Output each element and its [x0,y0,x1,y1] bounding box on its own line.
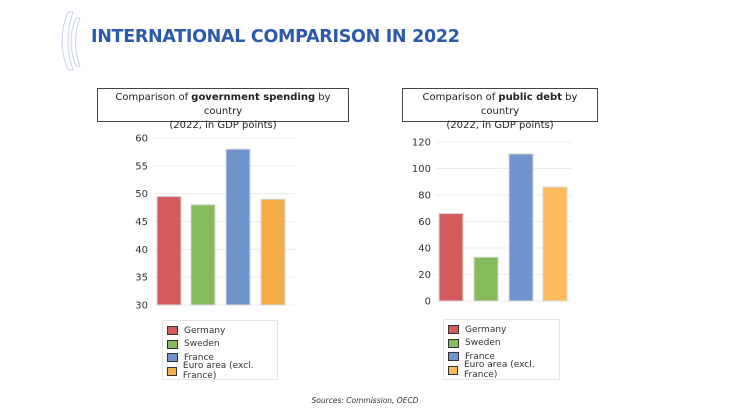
bar-euro-area-excl-france [542,186,568,302]
legend-debt: Germany Sweden France Euro area (excl. F… [443,319,560,380]
legend-item-germany: Germany [448,323,559,337]
y-tick-label: 45 [135,217,148,228]
page-title: INTERNATIONAL COMPARISON IN 2022 [91,27,460,47]
y-tick-label: 0 [425,297,431,308]
title-suffix: by country [203,92,331,117]
legend-item-sweden: Sweden [167,338,277,352]
legend-item-euro-area: Euro area (excl. France) [448,360,559,380]
legend-label: Sweden [465,338,501,349]
legend-swatch [448,325,459,335]
bar-sweden [190,204,216,306]
legend-item-france: France [167,351,277,365]
bar-euro-area-excl-france [260,198,286,306]
legend-item-sweden: Sweden [448,337,559,351]
legend-label: Euro area (excl. France) [464,360,535,381]
legend-swatch [448,365,458,375]
legend-swatch [167,326,178,336]
legend-swatch [167,366,177,376]
title-suffix: by country [480,92,578,117]
legend-item-germany: Germany [167,324,277,338]
y-tick-label: 60 [135,134,148,145]
bar-france [508,153,534,302]
bar-sweden [473,256,499,302]
bar-germany [438,213,464,302]
bar-france [225,148,251,306]
legend-label: Germany [184,325,226,336]
y-tick-label: 35 [135,273,148,284]
legend-label: Germany [465,324,507,335]
y-tick-label: 40 [135,245,148,256]
chart-title-debt: Comparison of public debt by country (20… [402,88,598,131]
bar-germany [156,195,182,306]
y-tick-label: 50 [135,189,148,200]
y-tick-label: 120 [412,138,431,149]
y-tick-label: 30 [135,301,148,312]
legend-swatch [448,338,459,348]
legend-item-france: France [448,350,559,364]
legend-spending: Germany Sweden France Euro area (excl. F… [162,320,278,381]
legend-label: Sweden [184,339,220,350]
title-prefix: Comparison of [422,92,499,103]
title-line2: (2022, in GDP points) [169,120,277,131]
title-line2: (2022, in GDP points) [446,120,554,131]
legend-label: France [184,352,214,363]
bracket-logo-icon [61,11,81,71]
y-tick-label: 20 [418,270,431,281]
y-tick-label: 40 [418,244,431,255]
y-tick-label: 60 [418,217,431,228]
title-bold: public debt [498,92,562,103]
title-bold: government spending [191,92,316,103]
legend-label: Euro area (excl. France) [182,361,254,382]
legend-swatch [448,352,459,362]
chart-title-spending: Comparison of government spending by cou… [97,88,349,131]
legend-swatch [167,339,178,349]
legend-item-euro-area: Euro area (excl. France) [167,361,277,381]
title-prefix: Comparison of [115,92,192,103]
sources-note: Sources: Commission, OECD [311,396,419,405]
y-tick-label: 80 [418,191,431,202]
y-tick-label: 55 [135,161,148,172]
y-tick-label: 100 [412,164,431,175]
legend-label: France [465,351,495,362]
legend-swatch [167,353,178,363]
